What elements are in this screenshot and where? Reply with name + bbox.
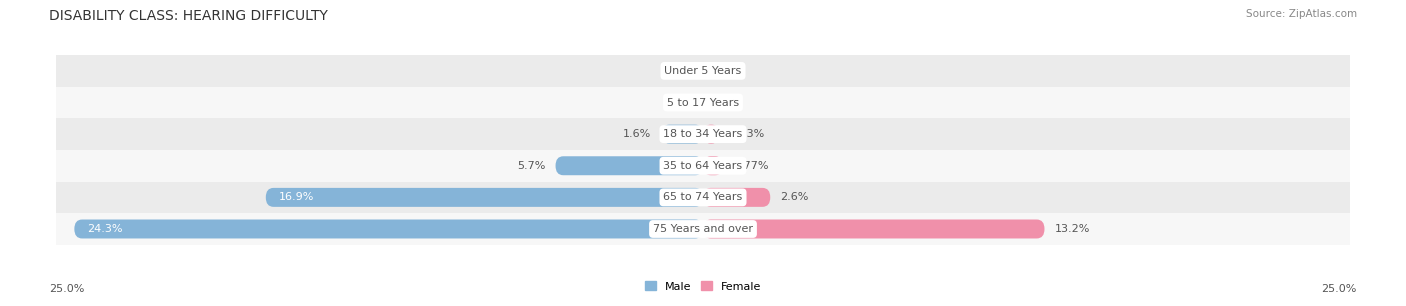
FancyBboxPatch shape [662, 125, 703, 144]
FancyBboxPatch shape [703, 156, 723, 175]
Text: Under 5 Years: Under 5 Years [665, 66, 741, 76]
Text: Source: ZipAtlas.com: Source: ZipAtlas.com [1246, 9, 1357, 19]
Bar [56, 150, 1350, 181]
Bar [56, 118, 1350, 150]
FancyBboxPatch shape [703, 219, 1045, 238]
Text: 0.77%: 0.77% [734, 161, 769, 171]
Text: 0.0%: 0.0% [665, 66, 693, 76]
Text: 2.6%: 2.6% [780, 192, 808, 202]
Text: 65 to 74 Years: 65 to 74 Years [664, 192, 742, 202]
Text: 0.0%: 0.0% [665, 98, 693, 107]
Text: 0.0%: 0.0% [713, 98, 741, 107]
Text: 24.3%: 24.3% [87, 224, 122, 234]
Text: 5.7%: 5.7% [517, 161, 546, 171]
FancyBboxPatch shape [75, 219, 703, 238]
Text: 5 to 17 Years: 5 to 17 Years [666, 98, 740, 107]
Bar [56, 181, 1350, 213]
Text: 16.9%: 16.9% [278, 192, 314, 202]
Text: 0.63%: 0.63% [730, 129, 765, 139]
FancyBboxPatch shape [703, 125, 720, 144]
Text: 0.0%: 0.0% [713, 66, 741, 76]
Text: 25.0%: 25.0% [49, 284, 84, 294]
Text: 18 to 34 Years: 18 to 34 Years [664, 129, 742, 139]
Text: 35 to 64 Years: 35 to 64 Years [664, 161, 742, 171]
Bar [56, 55, 1350, 87]
Bar [56, 213, 1350, 245]
Text: DISABILITY CLASS: HEARING DIFFICULTY: DISABILITY CLASS: HEARING DIFFICULTY [49, 9, 328, 23]
Text: 13.2%: 13.2% [1054, 224, 1090, 234]
Legend: Male, Female: Male, Female [641, 277, 765, 296]
Text: 25.0%: 25.0% [1322, 284, 1357, 294]
FancyBboxPatch shape [266, 188, 703, 207]
Text: 1.6%: 1.6% [623, 129, 651, 139]
Bar [56, 87, 1350, 118]
FancyBboxPatch shape [703, 188, 770, 207]
FancyBboxPatch shape [555, 156, 703, 175]
Text: 75 Years and over: 75 Years and over [652, 224, 754, 234]
